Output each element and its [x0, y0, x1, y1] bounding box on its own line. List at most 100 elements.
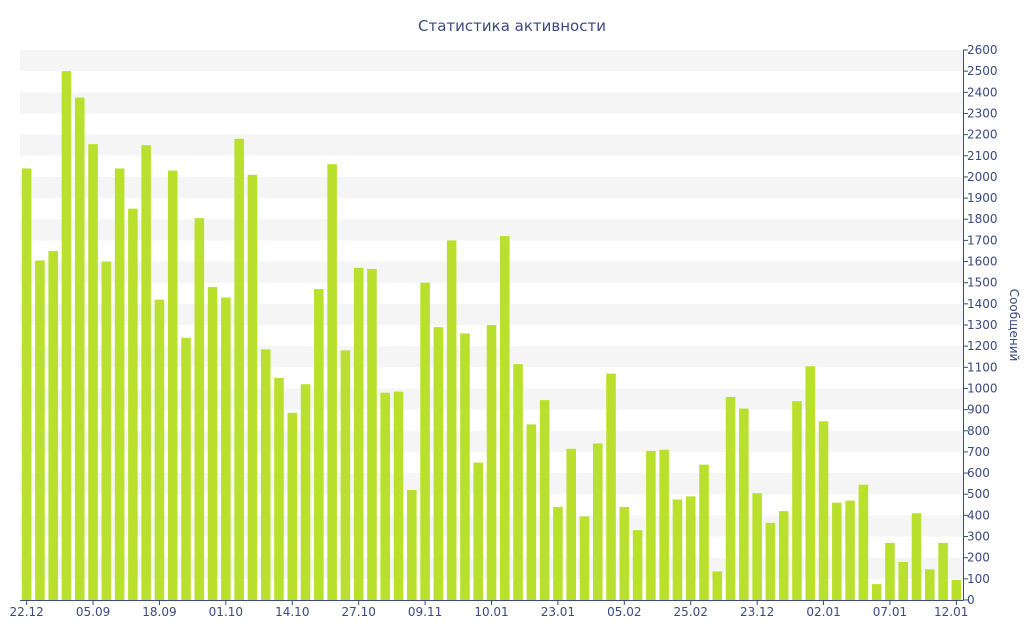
bar: [925, 569, 935, 600]
bar: [181, 337, 191, 600]
bar: [672, 499, 683, 600]
bar: [473, 462, 483, 600]
x-tick-label: 07.01: [873, 605, 907, 619]
y-tick-label: 1700: [967, 233, 998, 247]
bar: [845, 500, 855, 600]
bar: [207, 286, 218, 600]
bar: [48, 250, 58, 600]
y-axis-ticks: 0 100 200 300 400 500 600 700 800 900 1000 1100 1200…: [963, 43, 998, 607]
x-tick-label: 18.09: [142, 605, 176, 619]
bar: [606, 373, 616, 600]
grid-band: [20, 134, 963, 156]
bar: [778, 511, 789, 600]
bar: [128, 208, 138, 600]
x-tick-label: 22.12: [9, 605, 43, 619]
bar: [340, 350, 351, 600]
bar: [35, 260, 45, 600]
y-tick-label: 2400: [967, 85, 998, 99]
y-tick-label: 1300: [967, 318, 998, 332]
x-tick-label: 05.09: [76, 605, 110, 619]
bar: [101, 261, 112, 600]
bar: [805, 366, 816, 600]
bar: [659, 449, 669, 600]
bar: [951, 579, 962, 600]
bar: [433, 327, 444, 600]
bar: [167, 170, 178, 600]
x-tick-label: 25.02: [674, 605, 708, 619]
bar: [752, 493, 762, 600]
x-tick-label: 23.12: [740, 605, 774, 619]
bar: [74, 97, 85, 600]
bar: [380, 392, 391, 600]
y-tick-label: 900: [967, 403, 990, 417]
grid-band: [20, 261, 963, 283]
y-axis-title: Сообщений: [1007, 289, 1021, 362]
y-tick-label: 1500: [967, 276, 998, 290]
y-tick-label: 2600: [967, 43, 998, 57]
grid-band: [20, 219, 963, 241]
y-tick-label: 2000: [967, 170, 998, 184]
bar: [300, 384, 311, 600]
bar: [739, 408, 749, 600]
bar: [446, 240, 457, 600]
bar: [486, 325, 497, 600]
x-tick-label: 05.02: [607, 605, 641, 619]
bar: [88, 144, 98, 600]
y-tick-label: 1200: [967, 339, 998, 353]
bar: [712, 571, 723, 600]
x-tick-label: 27.10: [342, 605, 376, 619]
bar: [885, 542, 895, 600]
grid-band: [20, 50, 963, 72]
y-tick-label: 0: [967, 593, 975, 607]
bar: [221, 297, 231, 600]
y-tick-label: 2500: [967, 64, 998, 78]
bar: [21, 168, 32, 600]
y-tick-label: 700: [967, 445, 990, 459]
bar: [911, 513, 922, 600]
y-tick-label: 1000: [967, 381, 998, 395]
grid-band: [20, 92, 963, 114]
bar: [792, 401, 802, 600]
y-tick-label: 1400: [967, 297, 998, 311]
grid-band: [20, 176, 963, 199]
y-tick-label: 200: [967, 551, 990, 565]
bar: [154, 299, 165, 600]
bar: [725, 396, 736, 600]
y-tick-label: 1100: [967, 360, 998, 374]
bar: [579, 516, 590, 600]
x-axis-ticks: 22.12 05.09 18.09 01.10 14.10 27.10 09.11 10.01…: [9, 600, 968, 619]
bar: [646, 450, 656, 600]
y-tick-label: 2200: [967, 128, 998, 142]
bar: [858, 484, 869, 600]
bar: [141, 145, 151, 600]
y-tick-label: 2300: [967, 106, 998, 120]
bar: [420, 282, 430, 600]
bar: [287, 412, 298, 600]
bar: [871, 584, 882, 600]
bar: [393, 391, 404, 600]
y-tick-label: 400: [967, 508, 990, 522]
chart-title: Статистика активности: [418, 17, 606, 35]
bar: [234, 138, 244, 600]
bar: [592, 443, 603, 600]
bar: [353, 267, 364, 600]
bar: [513, 364, 523, 600]
bar: [619, 506, 630, 600]
bar: [818, 421, 829, 600]
bar: [526, 424, 537, 600]
y-tick-label: 800: [967, 424, 990, 438]
y-tick-label: 1900: [967, 191, 998, 205]
y-tick-label: 1800: [967, 212, 998, 226]
x-tick-label: 10.01: [474, 605, 508, 619]
x-tick-label: 02.01: [806, 605, 840, 619]
bar: [938, 542, 948, 600]
bar: [898, 561, 909, 600]
bar: [407, 490, 417, 600]
bar: [500, 236, 510, 600]
bar: [632, 530, 643, 600]
x-tick-label: 14.10: [275, 605, 309, 619]
y-tick-label: 600: [967, 466, 990, 480]
y-tick-label: 500: [967, 487, 990, 501]
x-tick-label: 09.11: [408, 605, 442, 619]
bar: [114, 168, 125, 600]
